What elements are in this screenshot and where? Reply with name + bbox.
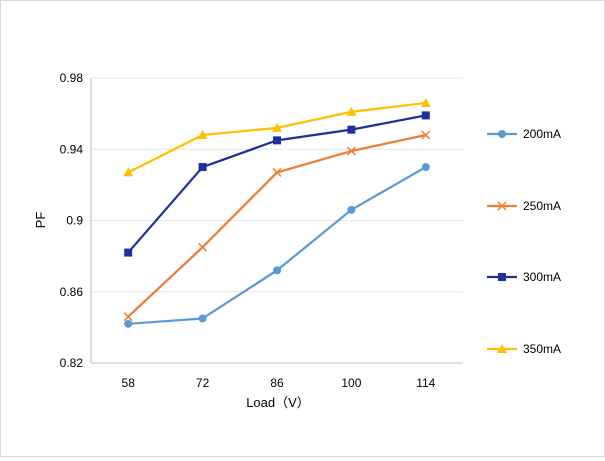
data-point (346, 106, 357, 116)
legend-marker (498, 130, 506, 138)
data-point (198, 163, 207, 172)
y-tick-label: 0.94 (60, 142, 84, 156)
data-point (346, 146, 356, 156)
data-point (273, 266, 281, 275)
legend-label: 250mA (523, 199, 561, 213)
series-line (127, 114, 427, 254)
series-200mA (124, 163, 430, 328)
y-tick-label: 0.86 (60, 285, 84, 299)
x-tick-label: 114 (416, 376, 435, 390)
x-tick-label: 72 (196, 376, 210, 390)
x-axis-title: Load（V） (246, 395, 310, 410)
legend-entry: 350mA (487, 342, 561, 356)
data-point (123, 167, 134, 177)
legend-marker (497, 344, 507, 353)
y-tick-label: 0.9 (66, 214, 83, 228)
y-tick-label: 0.98 (60, 71, 84, 85)
series-300mA (124, 111, 430, 257)
data-point (420, 97, 431, 107)
legend-label: 200mA (523, 127, 561, 141)
data-point (272, 167, 282, 177)
series-line (128, 166, 427, 325)
legend-entry: 250mA (487, 199, 561, 213)
x-tick-label: 86 (270, 376, 284, 390)
x-tick-label: 100 (341, 376, 361, 390)
data-point (197, 130, 208, 139)
data-point (272, 122, 282, 132)
y-tick-label: 0.82 (60, 356, 84, 370)
data-point (198, 314, 207, 323)
legend: 200mA 250mA 300mA 350mA (487, 127, 561, 356)
legend-entry: 300mA (487, 270, 561, 284)
data-point (347, 125, 356, 134)
gridlines (91, 77, 463, 293)
legend-marker (498, 273, 506, 281)
data-point (421, 163, 430, 172)
x-tick-label: 58 (122, 376, 136, 390)
data-point (273, 136, 281, 145)
data-point (421, 111, 430, 120)
data-point (421, 130, 431, 140)
legend-entry: 200mA (487, 127, 561, 141)
data-point (124, 319, 133, 328)
y-tick-labels: 0.82 0.86 0.9 0.94 0.98 (60, 71, 84, 370)
axes (90, 78, 463, 364)
x-tick-labels: 58 72 86 100 114 (122, 376, 436, 390)
legend-label: 300mA (523, 270, 561, 284)
legend-label: 350mA (523, 342, 561, 356)
y-axis-title: PF (33, 212, 48, 229)
data-point (347, 205, 356, 214)
series-250mA (123, 130, 431, 322)
series-line (127, 133, 427, 318)
series-350mA (123, 97, 431, 177)
data-point (198, 242, 208, 252)
data-point (124, 248, 133, 257)
data-point (123, 312, 133, 322)
series-lines (123, 97, 431, 328)
legend-marker (497, 201, 507, 211)
